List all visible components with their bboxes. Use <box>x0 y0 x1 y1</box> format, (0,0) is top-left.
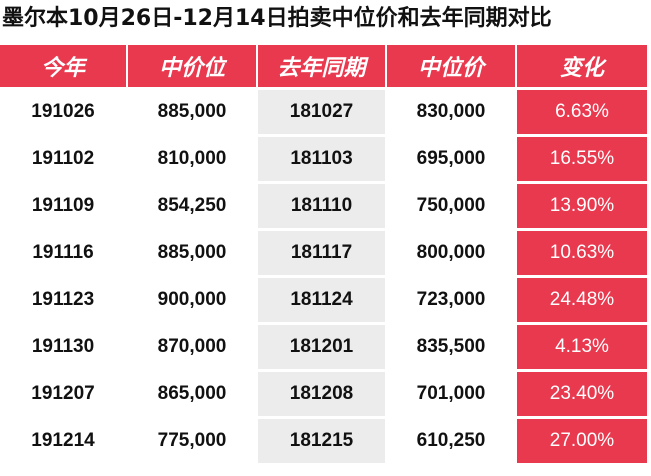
table-row: 191102 810,000 181103 695,000 16.55% <box>0 137 647 181</box>
table-row: 191207 865,000 181208 701,000 23.40% <box>0 372 647 416</box>
comparison-table: 今年 中价位 去年同期 中位价 变化 191026 885,000 181027 83… <box>0 42 649 466</box>
median-last-year-cell: 610,250 <box>387 419 515 463</box>
median-last-year-cell: 723,000 <box>387 278 515 322</box>
date-this-year-cell: 191207 <box>0 372 126 416</box>
median-last-year-cell: 750,000 <box>387 184 515 228</box>
date-last-year-cell: 181215 <box>258 419 385 463</box>
change-percent-cell: 23.40% <box>517 372 647 416</box>
date-last-year-cell: 181208 <box>258 372 385 416</box>
page-title: 墨尔本10月26日-12月14日拍卖中位价和去年同期对比 <box>2 6 552 31</box>
table-header-row: 今年 中价位 去年同期 中位价 变化 <box>0 45 647 87</box>
table-row: 191116 885,000 181117 800,000 10.63% <box>0 231 647 275</box>
median-this-year-cell: 870,000 <box>128 325 256 369</box>
median-last-year-cell: 800,000 <box>387 231 515 275</box>
date-this-year-cell: 191026 <box>0 90 126 134</box>
date-last-year-cell: 181124 <box>258 278 385 322</box>
median-this-year-cell: 885,000 <box>128 231 256 275</box>
change-percent-cell: 4.13% <box>517 325 647 369</box>
header-median-price-last-year: 中位价 <box>387 45 515 87</box>
median-this-year-cell: 810,000 <box>128 137 256 181</box>
change-percent-cell: 27.00% <box>517 419 647 463</box>
table-row: 191026 885,000 181027 830,000 6.63% <box>0 90 647 134</box>
table-row: 191130 870,000 181201 835,500 4.13% <box>0 325 647 369</box>
median-last-year-cell: 835,500 <box>387 325 515 369</box>
median-last-year-cell: 695,000 <box>387 137 515 181</box>
change-percent-cell: 10.63% <box>517 231 647 275</box>
date-last-year-cell: 181027 <box>258 90 385 134</box>
median-this-year-cell: 885,000 <box>128 90 256 134</box>
date-last-year-cell: 181201 <box>258 325 385 369</box>
change-percent-cell: 24.48% <box>517 278 647 322</box>
median-this-year-cell: 900,000 <box>128 278 256 322</box>
table-row: 191109 854,250 181110 750,000 13.90% <box>0 184 647 228</box>
change-percent-cell: 16.55% <box>517 137 647 181</box>
date-last-year-cell: 181117 <box>258 231 385 275</box>
date-this-year-cell: 191130 <box>0 325 126 369</box>
header-change: 变化 <box>517 45 647 87</box>
date-this-year-cell: 191123 <box>0 278 126 322</box>
date-last-year-cell: 181110 <box>258 184 385 228</box>
median-last-year-cell: 830,000 <box>387 90 515 134</box>
median-last-year-cell: 701,000 <box>387 372 515 416</box>
header-this-year: 今年 <box>0 45 126 87</box>
date-this-year-cell: 191109 <box>0 184 126 228</box>
table-row: 191123 900,000 181124 723,000 24.48% <box>0 278 647 322</box>
change-percent-cell: 6.63% <box>517 90 647 134</box>
header-median-price-this-year: 中价位 <box>128 45 256 87</box>
header-same-period-last-year: 去年同期 <box>258 45 385 87</box>
table-row: 191214 775,000 181215 610,250 27.00% <box>0 419 647 463</box>
date-this-year-cell: 191102 <box>0 137 126 181</box>
median-this-year-cell: 865,000 <box>128 372 256 416</box>
median-this-year-cell: 854,250 <box>128 184 256 228</box>
change-percent-cell: 13.90% <box>517 184 647 228</box>
date-this-year-cell: 191214 <box>0 419 126 463</box>
date-this-year-cell: 191116 <box>0 231 126 275</box>
median-this-year-cell: 775,000 <box>128 419 256 463</box>
date-last-year-cell: 181103 <box>258 137 385 181</box>
